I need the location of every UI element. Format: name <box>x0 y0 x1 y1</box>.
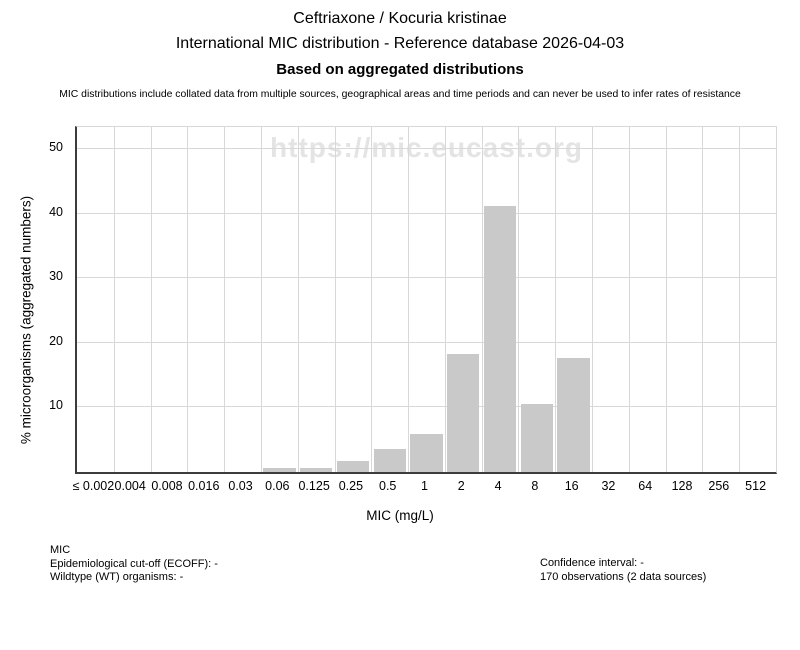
gridline-horizontal <box>77 341 776 343</box>
gridline-vertical <box>260 127 262 472</box>
gridline-vertical <box>702 127 704 472</box>
page-subtitle: International MIC distribution - Referen… <box>175 35 625 52</box>
x-tick-label: 0.5 <box>379 479 397 493</box>
gridline-vertical <box>555 127 557 472</box>
gridline-horizontal <box>77 277 776 279</box>
gridline-vertical <box>518 127 520 472</box>
plot-area: https://mic.eucast.org <box>75 126 777 474</box>
bar-0.25 <box>336 460 370 472</box>
gridline-vertical <box>187 127 189 472</box>
x-tick-label: 0.125 <box>298 479 330 493</box>
x-tick-label: 0.06 <box>265 479 290 493</box>
x-tick-label: 512 <box>745 479 767 493</box>
gridline-vertical <box>481 127 483 472</box>
x-tick-label: 0.03 <box>228 479 253 493</box>
page-subtitle-secondary: Based on aggregated distributions <box>276 61 524 78</box>
x-tick-label: 0.25 <box>338 479 364 493</box>
bar-8 <box>520 403 554 472</box>
gridline-vertical <box>739 127 741 472</box>
bar-1 <box>410 434 443 472</box>
gridline-vertical <box>334 127 336 472</box>
x-tick-label: 1 <box>421 479 428 493</box>
gridline-horizontal <box>77 147 776 149</box>
y-tick-label: 50 <box>49 139 63 154</box>
gridline-vertical <box>371 127 373 472</box>
x-axis-labels: ≤ 0.002 0.004 0.008 0.016 0.03 0.06 0.125 0.25 0… <box>72 479 777 497</box>
footer-confidence-interval-line: Confidence interval: - <box>540 557 644 569</box>
x-tick-label: 2 <box>457 479 465 493</box>
footer-right-block: Confidence interval: - 170 observations … <box>540 557 706 584</box>
x-tick-label: 0.016 <box>188 479 220 493</box>
footer-left-block: MIC Epidemiological cut-off (ECOFF): - W… <box>50 544 218 585</box>
gridline-vertical <box>297 127 299 472</box>
watermark: https://mic.eucast.org <box>270 132 583 163</box>
footer-ecoff-line: Epidemiological cut-off (ECOFF): - <box>50 557 218 570</box>
x-tick-label: 64 <box>638 479 653 493</box>
gridline-vertical <box>224 127 226 472</box>
x-tick-label: 0.008 <box>151 479 183 493</box>
disclaimer-text: MIC distributions include collated data … <box>59 89 741 100</box>
x-tick-label: ≤ 0.002 <box>72 479 115 493</box>
x-tick-label: 4 <box>494 479 502 493</box>
bar-0.06 <box>263 468 296 472</box>
gridline-horizontal <box>77 406 776 408</box>
x-tick-label: 128 <box>671 479 693 493</box>
bar-16 <box>557 357 590 472</box>
y-axis-ticks: 10 20 30 40 50 <box>0 126 63 474</box>
gridline-vertical <box>628 127 630 472</box>
gridline-horizontal <box>77 212 776 214</box>
gridline-vertical <box>592 127 594 472</box>
bar-0.125 <box>299 468 333 472</box>
gridline-vertical <box>113 127 115 472</box>
gridline-vertical <box>444 127 446 472</box>
x-tick-label: 16 <box>564 479 579 493</box>
x-tick-label: 256 <box>708 479 730 493</box>
gridline-vertical <box>665 127 667 472</box>
page-title: Ceftriaxone / Kocuria kristinae <box>293 10 507 27</box>
footer-wildtype-line: Wildtype (WT) organisms: - <box>50 571 184 583</box>
x-tick-label: 32 <box>601 479 616 493</box>
bar-2 <box>447 354 480 472</box>
x-tick-label: 8 <box>531 479 539 493</box>
footer-observations-line: 170 observations (2 data sources) <box>540 570 707 583</box>
x-tick-label: 0.004 <box>114 479 146 493</box>
bar-4 <box>483 205 517 472</box>
y-tick-label: 20 <box>49 333 63 348</box>
gridline-vertical <box>408 127 410 472</box>
footer-mic-label: MIC <box>50 544 71 556</box>
y-tick-label: 10 <box>49 398 63 413</box>
bar-0.5 <box>373 449 406 472</box>
y-tick-label: 30 <box>49 269 63 284</box>
x-axis-title: MIC (mg/L) <box>366 508 434 523</box>
y-tick-label: 40 <box>49 204 63 219</box>
gridline-vertical <box>150 127 152 472</box>
